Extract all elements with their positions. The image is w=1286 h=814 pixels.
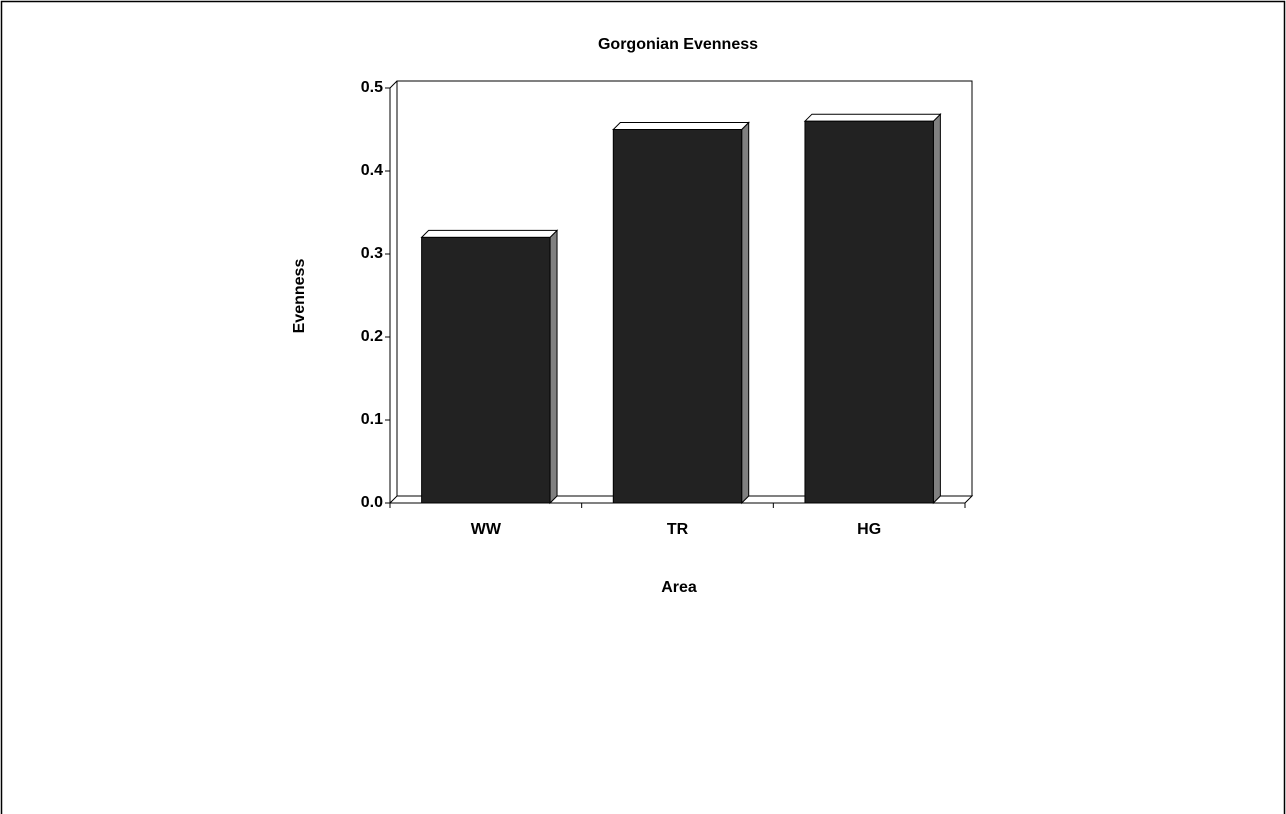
back-wall	[396, 80, 973, 496]
y-tick-label: 0.5	[361, 79, 383, 96]
y-tick-label: 0.3	[361, 245, 383, 262]
bar	[804, 120, 934, 504]
y-axis	[389, 80, 398, 503]
y-axis-label: Evenness	[291, 259, 308, 334]
x-tick-label: HG	[857, 521, 881, 538]
bar-side	[741, 121, 750, 505]
bar-top	[420, 229, 559, 238]
bar	[612, 129, 743, 504]
bar-side	[932, 112, 941, 505]
bar-side	[549, 229, 558, 505]
bar-top	[612, 122, 750, 130]
y-tick-label: 0.2	[361, 328, 383, 345]
x-tick-label: TR	[667, 521, 689, 538]
x-tick-label: WW	[471, 521, 502, 538]
bar	[421, 236, 551, 504]
y-tick-label: 0.0	[361, 494, 383, 511]
chart-title: Gorgonian Evenness	[598, 36, 758, 53]
x-axis-label: Area	[661, 579, 697, 596]
y-tick-label: 0.4	[361, 162, 383, 179]
y-tick-label: 0.1	[361, 411, 383, 428]
bar-top	[803, 113, 942, 122]
